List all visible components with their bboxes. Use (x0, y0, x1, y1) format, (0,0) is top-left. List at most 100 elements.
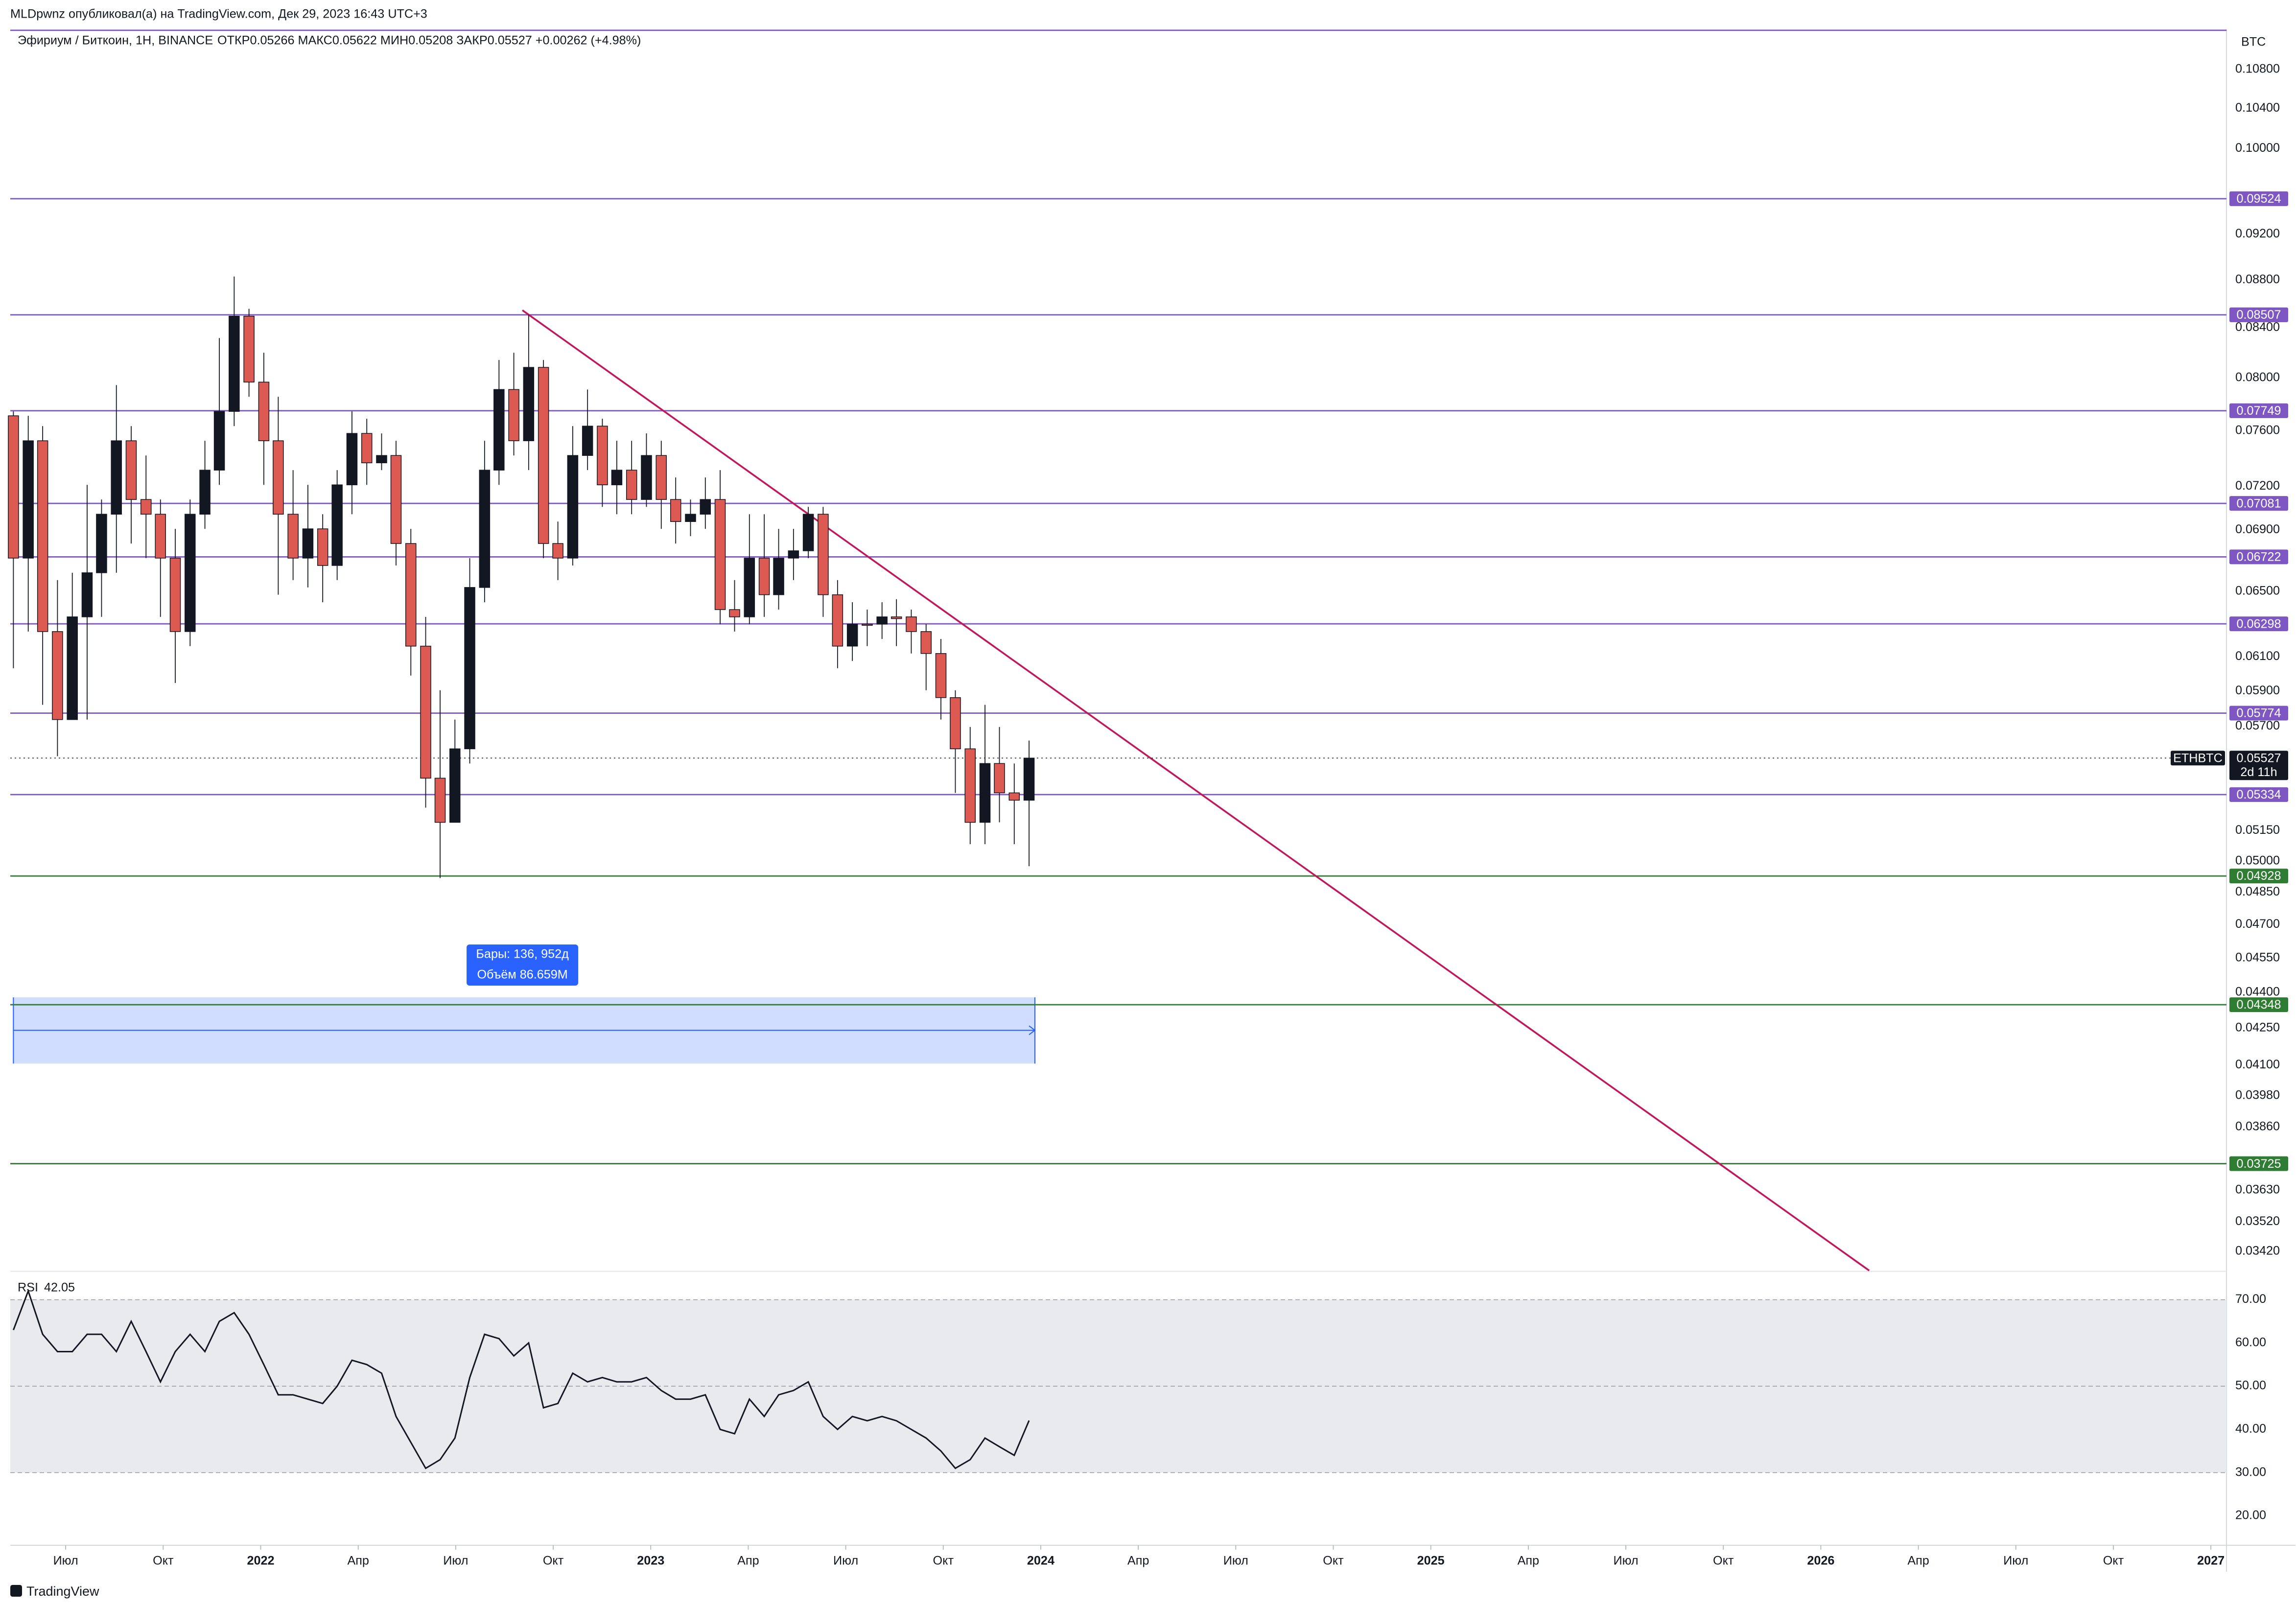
candle-body (890, 616, 902, 619)
level-label-box (2229, 549, 2288, 565)
range-bars-label: Бары: 136, 952д (476, 947, 569, 961)
x-tick-label: Апр (1907, 1554, 1929, 1568)
x-tick-label: Окт (1713, 1554, 1734, 1568)
rsi-tick-label: 30.00 (2235, 1465, 2266, 1479)
logo: TradingView (10, 1584, 99, 1599)
candle-body (67, 616, 78, 720)
candle-body (273, 440, 284, 515)
candle-body (729, 609, 740, 617)
level-label: 0.05774 (2236, 707, 2281, 720)
candle-body (641, 455, 652, 500)
y-tick-label: 0.04550 (2235, 950, 2280, 964)
y-tick-label: 0.05150 (2235, 823, 2280, 837)
y-tick-label: 0.07200 (2235, 479, 2280, 493)
y-tick-label: 0.08800 (2235, 273, 2280, 286)
y-tick-label: 0.07600 (2235, 423, 2280, 437)
y-tick-label: 0.08000 (2235, 371, 2280, 384)
x-tick-label: 2026 (1807, 1554, 1834, 1568)
candle-body (331, 484, 343, 566)
candle-body (213, 411, 225, 471)
candle-body (597, 425, 608, 485)
candle-body (788, 550, 799, 559)
y-tick-label: 0.05000 (2235, 853, 2280, 867)
published-line: MLDpwnz опубликовал(а) на TradingView.co… (10, 7, 427, 21)
candle-body (964, 748, 976, 823)
candle-body (508, 389, 519, 441)
y-tick-label: 0.03420 (2235, 1244, 2280, 1258)
candle-body (1023, 757, 1035, 801)
level-label-box (2229, 191, 2288, 206)
candle-body (96, 514, 107, 573)
candle-body (317, 528, 328, 566)
level-label: 0.04928 (2236, 869, 2281, 883)
candle-body (846, 624, 858, 647)
candle-body (567, 455, 579, 559)
candle-body (258, 381, 270, 441)
logo-text: TradingView (26, 1584, 99, 1599)
x-tick-label: Июл (1223, 1554, 1248, 1568)
last-price-box (2229, 751, 2288, 780)
x-tick-label: Окт (1323, 1554, 1344, 1568)
candle-body (538, 367, 549, 544)
candle-body (979, 763, 991, 823)
y-tick-label: 0.04850 (2235, 885, 2280, 898)
x-tick-label: 2025 (1417, 1554, 1445, 1568)
candle-body (656, 455, 667, 500)
x-tick-label: Апр (347, 1554, 369, 1568)
x-tick-label: Июл (53, 1554, 78, 1568)
candle-body (37, 440, 48, 632)
candle-body (346, 433, 358, 485)
candle-body (920, 631, 932, 654)
y-tick-label: 0.04250 (2235, 1020, 2280, 1034)
level-label-box (2229, 1156, 2288, 1171)
rsi-line (12, 1289, 1030, 1469)
y-tick-label: 0.04400 (2235, 985, 2280, 999)
x-tick-label: Апр (737, 1554, 759, 1568)
level-label-box (2229, 997, 2288, 1012)
candle-body (199, 470, 211, 515)
range-volume-label: Объём 86.659M (477, 968, 567, 982)
level-label-box (2229, 307, 2288, 322)
x-tick-label: Июл (2003, 1554, 2028, 1568)
logo-icon (10, 1584, 23, 1597)
level-label-box (2229, 787, 2288, 802)
candle-body (832, 594, 843, 647)
candle-body (876, 616, 888, 625)
rsi-tick-label: 40.00 (2235, 1422, 2266, 1436)
y-tick-label: 0.03980 (2235, 1088, 2280, 1102)
candle-body (302, 528, 314, 559)
last-price-label: 0.05527 (2236, 751, 2281, 765)
rsi-tick-label: 50.00 (2235, 1379, 2266, 1393)
candle-body (758, 558, 770, 595)
candle-body (685, 514, 696, 522)
candle-body (950, 697, 961, 750)
candle-body (52, 631, 63, 720)
candle-body (169, 558, 181, 632)
candle-body (155, 514, 166, 559)
candle-body (818, 514, 829, 595)
currency: BTC (2241, 35, 2266, 49)
rsi-tick-label: 70.00 (2235, 1292, 2266, 1306)
y-tick-label: 0.06500 (2235, 584, 2280, 598)
y-tick-label: 0.06900 (2235, 522, 2280, 536)
x-tick-label: 2027 (2197, 1554, 2225, 1568)
countdown-label: 2d 11h (2240, 765, 2277, 779)
candle-body (552, 543, 563, 559)
level-label-box (2229, 403, 2288, 418)
candle-body (23, 440, 34, 559)
candle-body (714, 499, 726, 610)
candle-body (8, 415, 19, 559)
rsi-value: 42.05 (44, 1281, 75, 1295)
candle-body (626, 470, 637, 500)
y-tick-label: 0.03630 (2235, 1183, 2280, 1197)
x-tick-label: Апр (1127, 1554, 1149, 1568)
y-tick-label: 0.03520 (2235, 1214, 2280, 1228)
x-tick-label: 2022 (247, 1554, 274, 1568)
candle-body (81, 572, 93, 617)
x-tick-label: Окт (933, 1554, 954, 1568)
candle-body (862, 624, 873, 626)
y-tick-label: 0.04100 (2235, 1058, 2280, 1071)
candle-body (111, 440, 122, 515)
x-tick-label: 2024 (1027, 1554, 1054, 1568)
x-tick-label: Июл (443, 1554, 468, 1568)
